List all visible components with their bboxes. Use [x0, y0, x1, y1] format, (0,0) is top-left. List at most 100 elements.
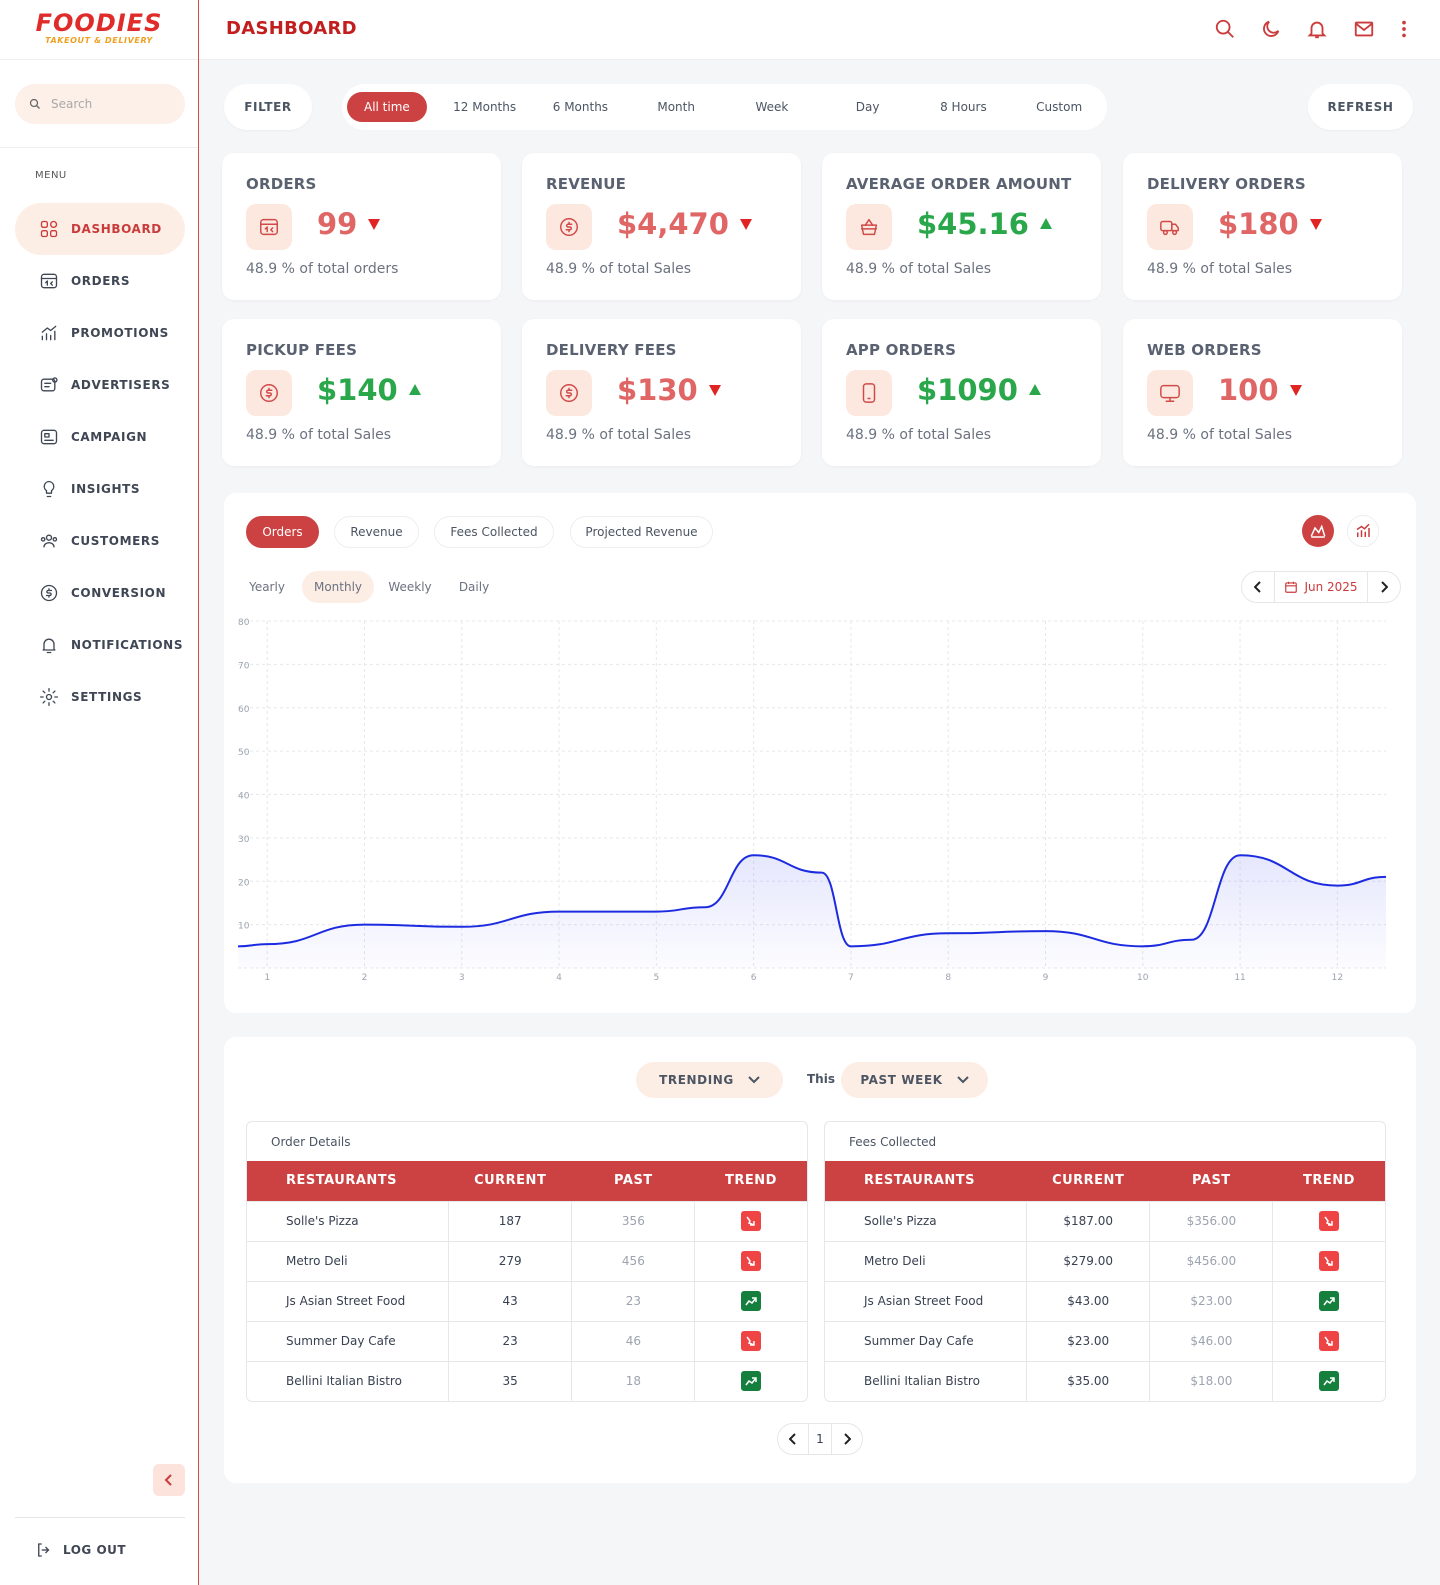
table-row[interactable]: Metro Deli $279.00 $456.00 — [825, 1240, 1385, 1281]
sidebar-item-campaign[interactable]: CAMPAIGN — [15, 411, 185, 463]
current-page[interactable]: 1 — [808, 1424, 832, 1454]
range-week[interactable]: Week — [755, 100, 789, 114]
kpi-card-delivery-fees[interactable]: DELIVERY FEES $130 48.9 % of total Sales — [522, 319, 801, 466]
kpi-card-delivery-orders[interactable]: DELIVERY ORDERS $180 48.9 % of total Sales — [1123, 153, 1402, 300]
restaurant-name: Solle's Pizza — [825, 1200, 1027, 1241]
column-header-past[interactable]: PAST — [1149, 1161, 1273, 1201]
trend-cell — [694, 1280, 807, 1321]
kpi-card-web-orders[interactable]: WEB ORDERS 100 48.9 % of total Sales — [1123, 319, 1402, 466]
period-dropdown[interactable]: PAST WEEK — [841, 1062, 988, 1098]
range-day[interactable]: Day — [855, 100, 880, 114]
column-header-past[interactable]: PAST — [571, 1161, 695, 1201]
sidebar-item-orders[interactable]: ORDERS — [15, 255, 185, 307]
sidebar-item-notifications[interactable]: NOTIFICATIONS — [15, 619, 185, 671]
range-all-time[interactable]: All time — [347, 92, 427, 122]
bell-icon[interactable] — [1306, 18, 1328, 40]
column-header-current[interactable]: CURRENT — [448, 1161, 572, 1201]
period-tab-monthly[interactable]: Monthly — [302, 571, 374, 603]
kpi-title: DELIVERY ORDERS — [1147, 175, 1306, 193]
table-row[interactable]: Summer Day Cafe $23.00 $46.00 — [825, 1320, 1385, 1361]
sidebar-item-advertisers[interactable]: ADVERTISERS — [15, 359, 185, 411]
logout-label: LOG OUT — [63, 1543, 127, 1557]
logout-button[interactable]: LOG OUT — [35, 1541, 126, 1559]
column-header-restaurants[interactable]: RESTAURANTS — [825, 1161, 1027, 1201]
area-chart-toggle[interactable] — [1302, 515, 1334, 547]
column-header-trend[interactable]: TREND — [1272, 1161, 1385, 1201]
table-row[interactable]: Js Asian Street Food $43.00 $23.00 — [825, 1280, 1385, 1321]
orders-icon — [40, 273, 58, 289]
sidebar-item-promotions[interactable]: PROMOTIONS — [15, 307, 185, 359]
prev-page-button[interactable] — [778, 1424, 808, 1454]
table-row[interactable]: Bellini Italian Bistro $35.00 $18.00 — [825, 1360, 1385, 1401]
kpi-card-revenue[interactable]: REVENUE $4,470 48.9 % of total Sales — [522, 153, 801, 300]
next-page-button[interactable] — [832, 1424, 862, 1454]
trending-dropdown[interactable]: TRENDING — [636, 1062, 783, 1098]
y-tick-label: 60 — [238, 705, 250, 715]
kpi-value: $130 — [617, 373, 698, 407]
brand-logo[interactable]: FOODIES TAKEOUT & DELIVERY — [0, 0, 198, 60]
trend-cell — [1272, 1200, 1385, 1241]
range-8-hours[interactable]: 8 Hours — [940, 100, 987, 114]
logout-icon — [38, 1543, 50, 1557]
range-custom[interactable]: Custom — [1036, 100, 1083, 114]
trending-label: TRENDING — [659, 1073, 734, 1087]
trend-up-icon — [1028, 384, 1041, 395]
range-month[interactable]: Month — [657, 100, 695, 114]
table-row[interactable]: Summer Day Cafe 23 46 — [247, 1320, 807, 1361]
kpi-title: DELIVERY FEES — [546, 341, 677, 359]
x-tick-label: 1 — [264, 973, 270, 983]
table-row[interactable]: Bellini Italian Bistro 35 18 — [247, 1360, 807, 1401]
sidebar-item-customers[interactable]: CUSTOMERS — [15, 515, 185, 567]
chevron-right-icon — [844, 1433, 851, 1445]
y-tick-label: 30 — [238, 835, 250, 845]
kpi-card-average-order-amount[interactable]: AVERAGE ORDER AMOUNT $45.16 48.9 % of tota… — [822, 153, 1101, 300]
kpi-card-orders[interactable]: ORDERS 99 48.9 % of total orders — [222, 153, 501, 300]
chart-tab-orders[interactable]: Orders — [246, 516, 319, 548]
restaurant-name: Bellini Italian Bistro — [825, 1360, 1027, 1401]
prev-month-button[interactable] — [1242, 572, 1274, 602]
sidebar-item-settings[interactable]: SETTINGS — [15, 671, 185, 723]
table-row[interactable]: Solle's Pizza 187 356 — [247, 1200, 807, 1241]
month-picker[interactable]: Jun 2025 — [1274, 572, 1368, 602]
dark-mode-icon[interactable] — [1260, 18, 1282, 40]
trend-down-icon — [1319, 1331, 1340, 1351]
sidebar-item-insights[interactable]: INSIGHTS — [15, 463, 185, 515]
column-header-restaurants[interactable]: RESTAURANTS — [247, 1161, 449, 1201]
search-input[interactable]: Search — [15, 84, 185, 124]
table-row[interactable]: Js Asian Street Food 43 23 — [247, 1280, 807, 1321]
period-tab-daily[interactable]: Daily — [458, 580, 490, 594]
sidebar-divider — [0, 147, 198, 148]
column-header-current[interactable]: CURRENT — [1026, 1161, 1150, 1201]
refresh-button[interactable]: REFRESH — [1308, 84, 1413, 130]
monitor-icon — [1160, 384, 1180, 402]
range-6-months[interactable]: 6 Months — [552, 100, 609, 114]
trend-down-icon — [1289, 385, 1302, 396]
period-tab-weekly[interactable]: Weekly — [388, 580, 432, 594]
kpi-value-row: $130 — [617, 373, 722, 407]
mail-icon[interactable] — [1352, 18, 1376, 40]
sidebar-item-dashboard[interactable]: DASHBOARD — [15, 203, 185, 255]
search-icon[interactable] — [1214, 18, 1236, 40]
table-row[interactable]: Solle's Pizza $187.00 $356.00 — [825, 1200, 1385, 1241]
table-row[interactable]: Metro Deli 279 456 — [247, 1240, 807, 1281]
kpi-card-app-orders[interactable]: APP ORDERS $1090 48.9 % of total Sales — [822, 319, 1101, 466]
sidebar-item-label: INSIGHTS — [71, 482, 141, 496]
trend-cell — [1272, 1320, 1385, 1361]
chart-tab-revenue[interactable]: Revenue — [334, 516, 419, 548]
column-header-trend[interactable]: TREND — [694, 1161, 807, 1201]
range-12-months[interactable]: 12 Months — [453, 100, 517, 114]
trend-cell — [694, 1200, 807, 1241]
more-vertical-icon[interactable] — [1400, 18, 1408, 40]
bar-chart-toggle[interactable] — [1347, 515, 1379, 547]
chart-tab-fees-collected[interactable]: Fees Collected — [434, 516, 554, 548]
collapse-sidebar-button[interactable] — [153, 1464, 185, 1496]
filter-button[interactable]: FILTER — [224, 84, 312, 130]
period-tab-yearly[interactable]: Yearly — [249, 580, 285, 594]
sidebar-item-label: ORDERS — [71, 274, 131, 288]
x-tick-label: 7 — [848, 973, 854, 983]
chart-tab-projected-revenue[interactable]: Projected Revenue — [570, 516, 713, 548]
kpi-card-pickup-fees[interactable]: PICKUP FEES $140 48.9 % of total Sales — [222, 319, 501, 466]
next-month-button[interactable] — [1368, 572, 1400, 602]
sidebar-item-conversion[interactable]: CONVERSION — [15, 567, 185, 619]
